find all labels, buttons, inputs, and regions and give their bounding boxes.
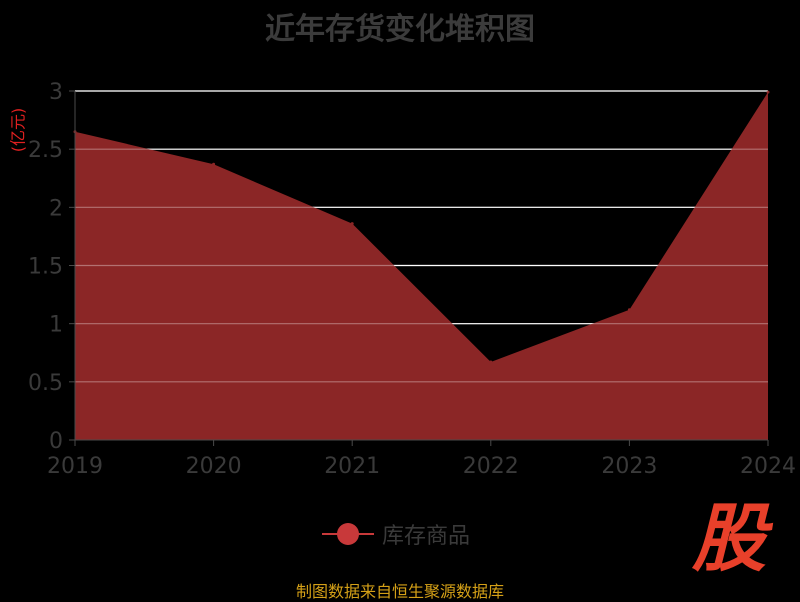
x-tick-labels: 2019 2020 2021 2022 2023 2024 <box>47 454 796 479</box>
brand-logo: 股 <box>692 496 766 582</box>
chart-title: 近年存货变化堆积图 <box>265 12 535 47</box>
legend-marker-icon <box>322 518 374 550</box>
data-source-note: 制图数据来自恒生聚源数据库 <box>295 582 504 601</box>
y-tick-label-3: 1.5 <box>28 255 63 280</box>
x-tick-label-2022: 2022 <box>463 454 519 479</box>
data-point-2021 <box>350 222 354 226</box>
y-tick-label-0: 0 <box>49 429 63 454</box>
x-tick-label-2020: 2020 <box>186 454 242 479</box>
legend-label: 库存商品 <box>382 524 471 549</box>
y-tick-label-6: 3 <box>49 80 63 105</box>
axes <box>69 90 769 446</box>
x-tick-label-2019: 2019 <box>47 454 103 479</box>
grid-overlay <box>75 90 768 383</box>
x-tick-label-2021: 2021 <box>324 454 380 479</box>
y-tick-labels: 0 0.5 1 1.5 2 2.5 3 <box>28 80 63 454</box>
x-tick-label-2024: 2024 <box>740 454 796 479</box>
legend[interactable]: 库存商品 <box>322 518 470 550</box>
data-point-2022 <box>489 360 493 364</box>
data-point-2020 <box>212 162 216 166</box>
y-tick-label-1: 0.5 <box>28 371 63 396</box>
y-tick-label-5: 2.5 <box>28 138 63 163</box>
y-tick-label-2: 1 <box>49 313 63 338</box>
x-tick-label-2023: 2023 <box>601 454 657 479</box>
data-point-2023 <box>627 308 631 312</box>
series-area-inventory <box>75 92 768 440</box>
y-tick-label-4: 2 <box>49 196 63 221</box>
data-point-2024 <box>766 90 770 94</box>
